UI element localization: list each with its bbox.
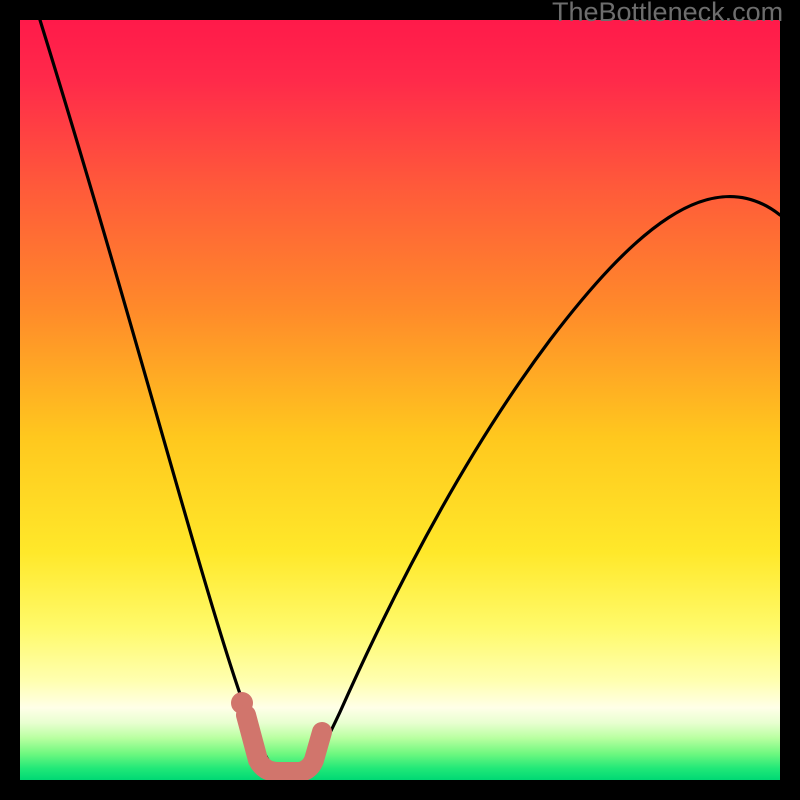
curve-layer <box>20 20 780 780</box>
marker-u-shape <box>246 715 322 772</box>
watermark-text: TheBottleneck.com <box>552 0 783 24</box>
bottleneck-curve <box>40 20 780 771</box>
chart-frame <box>0 0 800 800</box>
plot-area <box>20 20 780 780</box>
